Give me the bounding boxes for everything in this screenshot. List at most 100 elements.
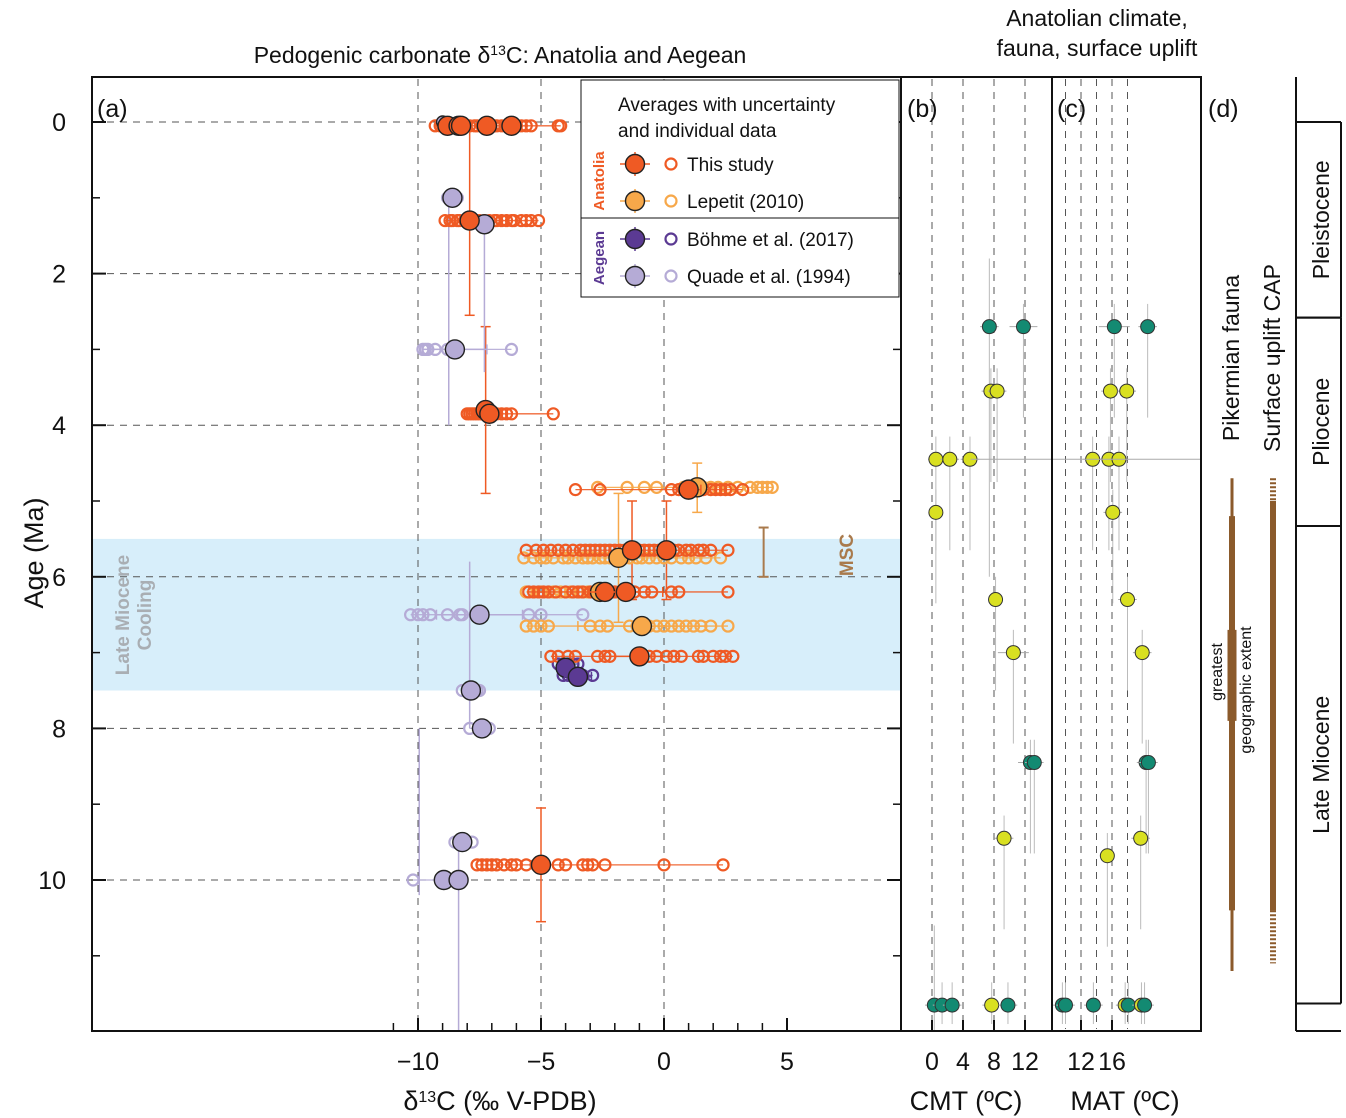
- x-axis-label-c: MAT (ºC): [1070, 1086, 1179, 1116]
- individual-point: [554, 119, 568, 133]
- individual-point: [713, 649, 728, 663]
- climate-point: [1134, 645, 1150, 661]
- individual-point: [657, 858, 671, 872]
- individual-point: [558, 858, 573, 872]
- individual-point: [581, 551, 595, 565]
- individual-point: [598, 858, 612, 872]
- epoch-label: Late Miocene: [1308, 696, 1334, 834]
- cooling-label-line1: Late Miocene: [113, 555, 134, 675]
- panel-b-grid: [931, 79, 1026, 1029]
- individual-point: [672, 585, 686, 599]
- panel-d-label: (d): [1208, 95, 1239, 123]
- x-tick-label: 8: [987, 1048, 1001, 1076]
- greatest-label: greatest: [1209, 643, 1226, 701]
- individual-point: [406, 873, 420, 887]
- individual-point: [527, 619, 541, 633]
- individual-point: [691, 543, 706, 557]
- average-point: [471, 718, 493, 739]
- panel-b-label: (b): [907, 95, 938, 123]
- legend-markers: [620, 152, 678, 288]
- msc-label: MSC: [837, 534, 858, 577]
- individual-point: [524, 119, 538, 133]
- individual-point: [566, 585, 580, 599]
- y-tick-label: 2: [52, 261, 66, 289]
- legend-open-marker: [664, 194, 678, 208]
- climate-point: [1005, 645, 1021, 661]
- individual-point: [576, 858, 590, 872]
- x-axis-label-b: CMT (ºC): [910, 1086, 1023, 1116]
- individual-point: [517, 551, 531, 565]
- individual-point: [504, 407, 519, 421]
- individual-point: [514, 213, 528, 228]
- individual-point: [713, 551, 728, 565]
- individual-point: [681, 551, 696, 565]
- surface-uplift-label: Surface uplift CAP: [1259, 264, 1285, 452]
- pikermian-fauna-label: Pikermian fauna: [1218, 275, 1244, 441]
- climate-point: [1000, 997, 1016, 1013]
- individual-point: [573, 543, 587, 557]
- panels-bcd-title-line2: fauna, surface uplift: [997, 35, 1198, 61]
- individual-point: [490, 858, 504, 872]
- individual-point: [531, 213, 546, 228]
- x-tick-label: 12: [1011, 1048, 1039, 1076]
- average-point: [476, 115, 498, 136]
- individual-point: [726, 649, 740, 663]
- individual-point: [536, 585, 551, 599]
- individual-point: [568, 649, 583, 663]
- y-tick-label: 8: [52, 715, 66, 743]
- individual-point: [445, 213, 460, 228]
- climate-point: [981, 319, 997, 335]
- climate-point: [1133, 830, 1149, 846]
- individual-point: [566, 543, 580, 557]
- individual-point: [504, 858, 519, 872]
- legend: Averages with uncertainty and individual…: [580, 79, 900, 298]
- individual-point: [598, 543, 612, 557]
- individual-point: [527, 551, 541, 565]
- x-tick-label: 12: [1067, 1048, 1095, 1076]
- individual-point: [519, 543, 533, 557]
- average-point: [459, 210, 480, 231]
- individual-point: [723, 483, 738, 497]
- geographic-extent-label: geographic extent: [1238, 626, 1255, 754]
- panel-a-title: Pedogenic carbonate δ13C: Anatolia and A…: [254, 42, 747, 68]
- individual-point: [706, 649, 720, 663]
- msc-bracket: [758, 526, 769, 578]
- individual-point: [711, 480, 725, 494]
- y-tick-label: 4: [52, 412, 66, 440]
- individual-point: [549, 585, 563, 599]
- average-point: [450, 115, 472, 136]
- individual-point: [546, 407, 560, 421]
- individual-point: [586, 858, 600, 872]
- individual-point: [558, 543, 573, 557]
- individual-point: [583, 543, 597, 557]
- average-point: [656, 540, 677, 561]
- average-point: [621, 540, 643, 561]
- individual-point: [551, 543, 565, 557]
- individual-point: [590, 480, 605, 494]
- y-tick-label: 0: [52, 109, 66, 137]
- average-point: [678, 479, 699, 500]
- individual-point: [527, 585, 541, 599]
- individual-point: [696, 543, 710, 557]
- individual-point: [721, 619, 735, 633]
- individual-point: [713, 483, 728, 497]
- individual-point: [716, 858, 730, 872]
- average-point: [530, 854, 552, 876]
- average-point: [448, 869, 469, 891]
- climate-point: [928, 504, 944, 520]
- individual-point: [541, 619, 555, 633]
- x-tick-label: 4: [956, 1048, 970, 1076]
- individual-point: [664, 585, 678, 599]
- climate-point: [1058, 997, 1073, 1013]
- legend-group-anatolia: Anatolia: [591, 151, 608, 211]
- individual-point: [704, 543, 718, 557]
- individual-point: [679, 543, 693, 557]
- climate-point: [1015, 319, 1031, 335]
- cooling-label-line2: Cooling: [135, 580, 156, 651]
- individual-point: [475, 858, 489, 872]
- climate-point: [1140, 319, 1156, 335]
- individual-point: [721, 585, 735, 599]
- individual-point: [480, 858, 494, 872]
- individual-point: [531, 585, 546, 599]
- individual-point: [497, 858, 511, 872]
